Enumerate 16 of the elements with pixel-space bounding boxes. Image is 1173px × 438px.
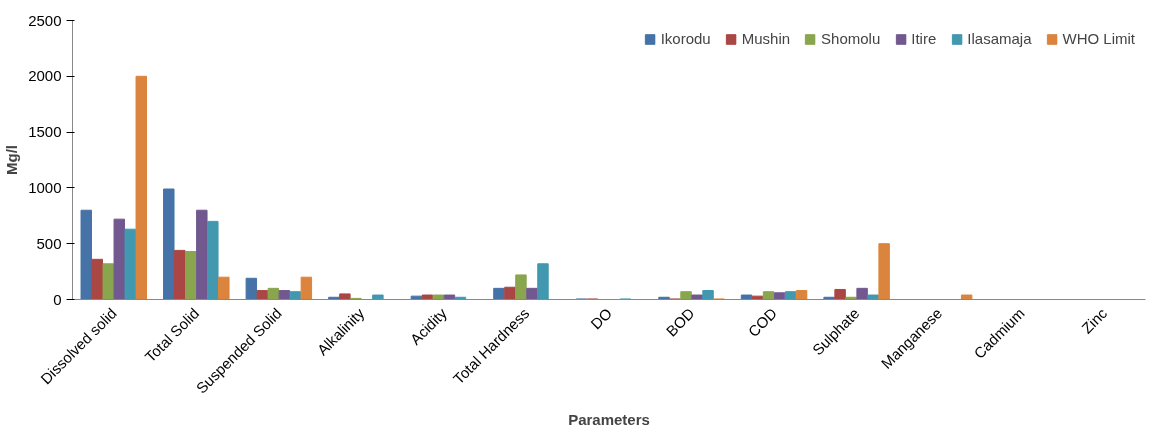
y-axis-title: Mg/l bbox=[3, 145, 21, 175]
x-tick-label: Zinc bbox=[1078, 304, 1111, 337]
y-tick-label: 1000 bbox=[28, 178, 62, 196]
y-tick-label: 500 bbox=[36, 234, 62, 252]
y-tick-label: 2000 bbox=[28, 67, 62, 85]
x-tick-label: DO bbox=[587, 304, 616, 333]
legend-label: Itire bbox=[911, 30, 937, 47]
legend-label: Mushin bbox=[741, 30, 791, 47]
y-tick-label: 1500 bbox=[28, 123, 62, 141]
legend-label: Ikorodu bbox=[660, 30, 711, 47]
y-tick-label: 2500 bbox=[28, 11, 62, 29]
legend-label: WHO Limit bbox=[1062, 30, 1135, 47]
legend-label: Shomolu bbox=[821, 30, 881, 47]
x-axis-title: Parameters bbox=[568, 410, 650, 428]
legend-label: Ilasamaja bbox=[967, 30, 1032, 47]
y-tick-label: 0 bbox=[53, 290, 62, 308]
